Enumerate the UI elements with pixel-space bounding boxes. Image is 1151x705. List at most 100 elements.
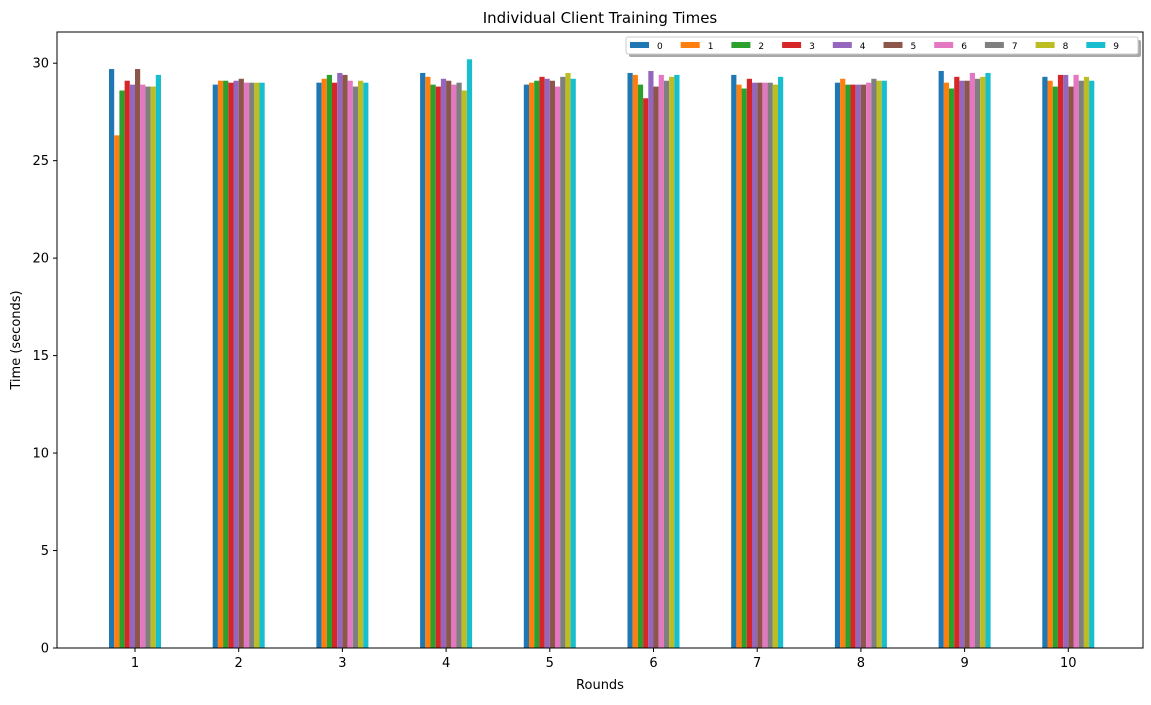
bar-round-8-client-5 <box>860 84 867 648</box>
bar-round-1-client-6 <box>140 84 146 648</box>
bar-round-1-client-2 <box>119 90 125 649</box>
bar-round-4-client-9 <box>466 59 473 649</box>
bar-round-9-client-1 <box>943 82 949 649</box>
bar-round-5-client-3 <box>539 76 545 649</box>
bars-group <box>109 59 1095 649</box>
legend-box <box>625 36 1139 55</box>
x-tick-label: 5 <box>546 656 554 671</box>
bar-round-10-client-9 <box>1089 80 1095 649</box>
bar-round-2-client-1 <box>217 80 224 649</box>
x-tick-label: 9 <box>960 656 968 671</box>
bar-round-5-client-2 <box>534 80 540 649</box>
bar-round-9-client-0 <box>938 70 944 649</box>
legend-label-0: 0 <box>657 42 663 52</box>
bar-round-9-client-2 <box>949 88 955 648</box>
bar-round-8-client-6 <box>866 82 872 649</box>
x-tick-label: 4 <box>442 656 450 671</box>
legend-swatch-9 <box>1086 42 1106 48</box>
bar-round-2-client-9 <box>259 82 265 649</box>
bar-round-2-client-4 <box>233 80 239 649</box>
legend-label-3: 3 <box>809 42 815 52</box>
bar-round-10-client-6 <box>1073 74 1079 648</box>
bar-round-6-client-4 <box>648 70 654 649</box>
legend-swatch-5 <box>883 42 903 48</box>
x-tick-label: 6 <box>649 656 657 671</box>
bar-round-3-client-2 <box>326 74 332 648</box>
bar-round-2-client-2 <box>223 80 229 649</box>
bar-round-10-client-1 <box>1047 80 1053 649</box>
y-tick-label: 5 <box>41 544 49 559</box>
bar-round-6-client-8 <box>669 76 675 649</box>
bar-round-6-client-1 <box>632 74 638 648</box>
bar-round-1-client-3 <box>124 80 130 649</box>
legend-label-6: 6 <box>961 42 967 52</box>
bar-round-5-client-1 <box>529 82 535 649</box>
legend-label-5: 5 <box>911 42 917 52</box>
bar-round-2-client-8 <box>254 82 260 649</box>
bar-round-5-client-9 <box>570 78 576 648</box>
bar-round-4-client-2 <box>430 84 436 648</box>
bar-round-4-client-8 <box>461 90 467 649</box>
legend-swatch-3 <box>782 42 802 48</box>
bar-round-7-client-9 <box>778 76 784 649</box>
bar-round-4-client-6 <box>451 84 457 648</box>
bar-round-6-client-6 <box>658 74 664 648</box>
legend: 0 1 2 3 4 5 6 7 8 9 <box>625 36 1141 57</box>
bar-round-2-client-7 <box>249 82 255 649</box>
bar-round-3-client-5 <box>342 74 348 648</box>
bar-round-1-client-5 <box>135 69 141 649</box>
bar-round-3-client-4 <box>337 72 343 648</box>
bar-round-10-client-2 <box>1052 86 1058 648</box>
bar-round-1-client-1 <box>114 135 120 648</box>
legend-swatch-2 <box>731 42 751 48</box>
bar-round-6-client-0 <box>627 72 633 648</box>
bar-round-4-client-1 <box>425 76 431 649</box>
bar-round-4-client-4 <box>440 78 447 648</box>
legend-label-4: 4 <box>860 42 866 52</box>
y-tick-label: 30 <box>32 57 49 72</box>
y-tick-label: 0 <box>41 642 49 657</box>
x-tick-label: 3 <box>338 656 346 671</box>
legend-label-2: 2 <box>758 42 764 52</box>
y-axis-label: Time (seconds) <box>9 290 24 390</box>
bar-round-5-client-5 <box>549 80 555 649</box>
bar-round-3-client-0 <box>316 82 322 649</box>
bar-round-10-client-8 <box>1083 76 1090 649</box>
bar-round-10-client-0 <box>1042 76 1048 649</box>
bar-round-1-client-4 <box>129 84 135 648</box>
bar-round-1-client-7 <box>145 86 151 648</box>
bar-round-1-client-0 <box>109 69 115 649</box>
bar-round-7-client-4 <box>752 82 758 649</box>
bar-round-7-client-3 <box>746 78 752 648</box>
bar-round-10-client-4 <box>1063 74 1069 648</box>
bar-round-7-client-0 <box>731 74 737 648</box>
bar-round-7-client-8 <box>772 84 778 648</box>
bar-round-3-client-1 <box>321 78 327 648</box>
bar-round-3-client-6 <box>347 80 353 649</box>
bar-round-3-client-8 <box>358 80 364 649</box>
bar-round-3-client-7 <box>352 86 358 648</box>
bar-round-10-client-5 <box>1068 86 1074 648</box>
bar-round-7-client-2 <box>741 88 747 648</box>
bar-round-2-client-6 <box>243 82 250 649</box>
legend-swatch-4 <box>832 42 852 48</box>
x-tick-label: 7 <box>753 656 761 671</box>
bar-round-5-client-8 <box>565 72 571 648</box>
legend-swatch-6 <box>934 42 954 48</box>
bar-round-9-client-3 <box>954 76 960 649</box>
y-tick-label: 25 <box>32 154 49 169</box>
bar-round-8-client-0 <box>834 82 841 649</box>
bar-round-9-client-5 <box>964 80 970 649</box>
legend-label-1: 1 <box>708 42 714 52</box>
legend-swatch-0 <box>630 42 649 48</box>
bar-round-7-client-7 <box>767 82 773 649</box>
bar-round-5-client-4 <box>544 78 550 648</box>
bar-round-4-client-5 <box>446 80 452 649</box>
x-axis: 1 2 3 4 5 6 7 8 9 10 <box>131 648 1077 671</box>
y-tick-label: 15 <box>32 349 49 364</box>
bar-round-9-client-7 <box>975 78 981 648</box>
bar-round-6-client-7 <box>663 80 670 649</box>
bar-round-8-client-7 <box>871 78 877 648</box>
bar-round-6-client-5 <box>653 86 659 648</box>
